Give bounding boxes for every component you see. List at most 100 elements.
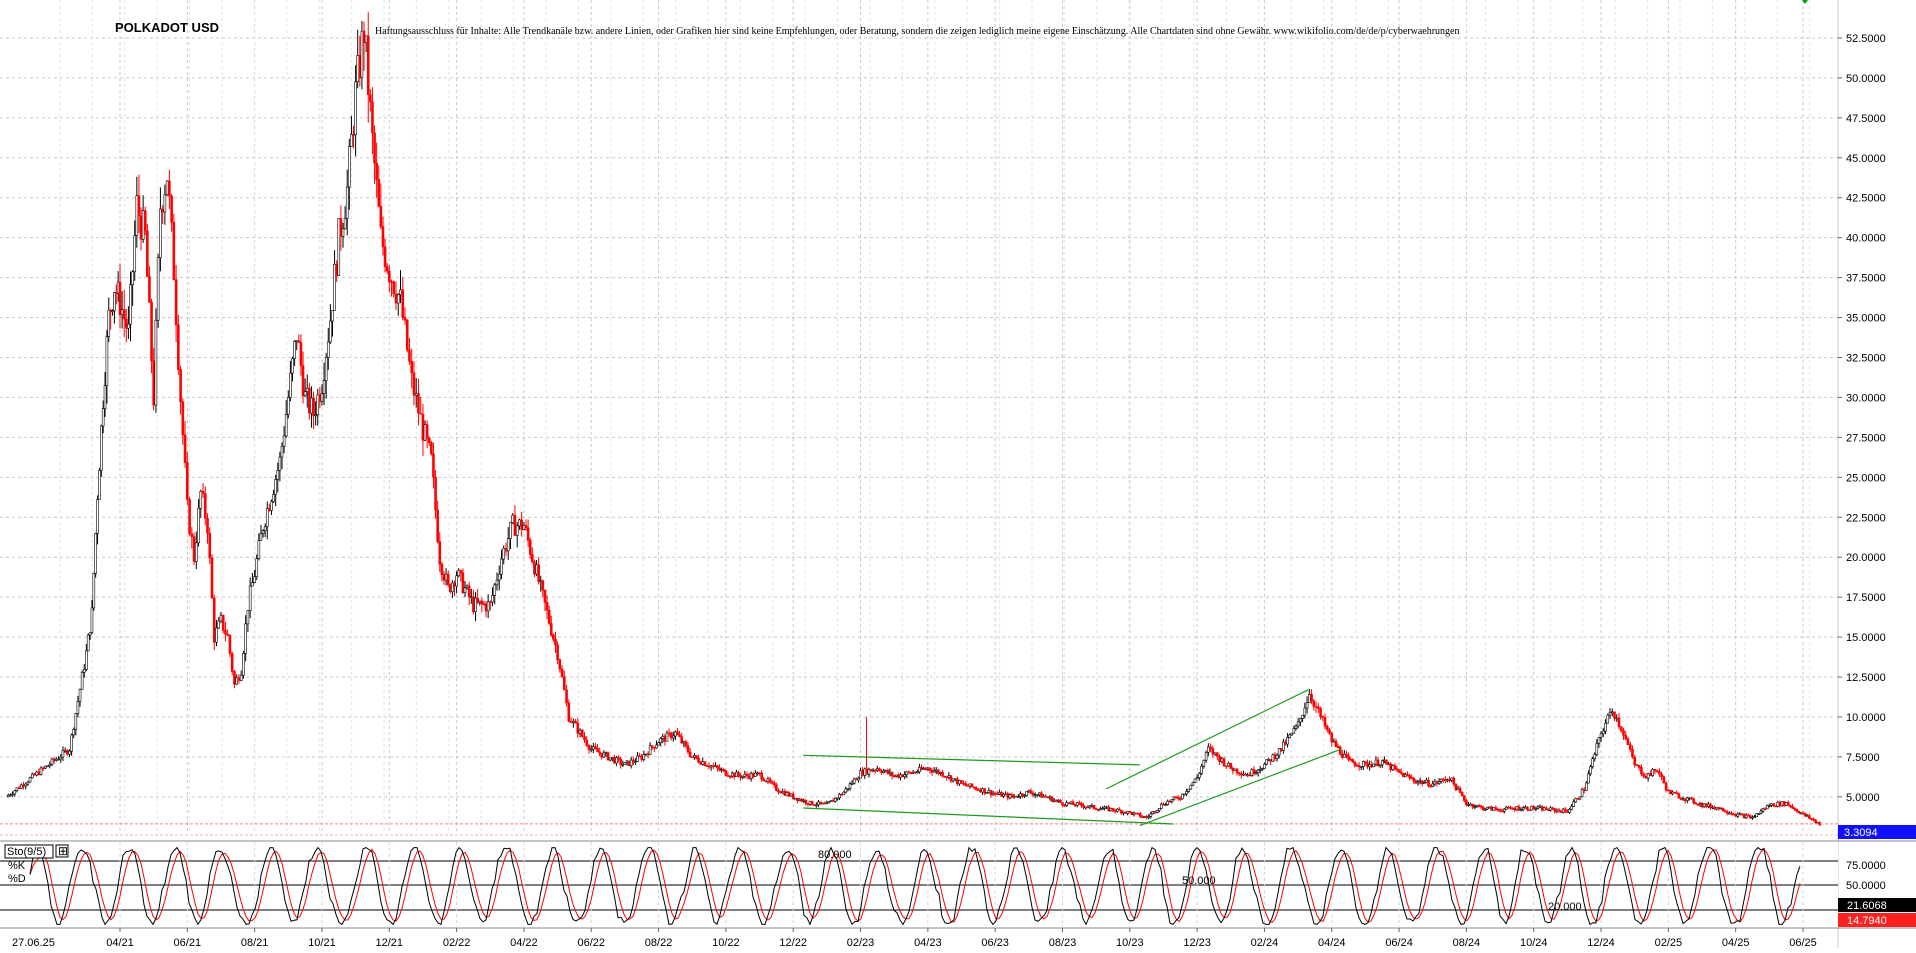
candle-body — [844, 788, 848, 793]
candle-body — [44, 765, 47, 769]
candle-body — [1427, 779, 1430, 787]
candle-body — [421, 413, 425, 441]
candle-body — [567, 702, 571, 722]
candle-body — [235, 677, 238, 685]
candle-body — [768, 778, 772, 783]
last-price-tag — [1838, 825, 1916, 839]
candle-body — [22, 784, 25, 787]
candle-body — [840, 793, 843, 796]
candle-body — [1385, 759, 1388, 765]
candle-body — [70, 734, 73, 752]
candle-body — [455, 575, 458, 587]
candle-body — [289, 372, 292, 398]
candle-body — [242, 653, 245, 676]
candle-body — [732, 772, 736, 778]
candle-body — [1021, 793, 1024, 796]
price-tick-label: 40.0000 — [1846, 233, 1886, 245]
candle-body — [1178, 798, 1182, 800]
candle-body — [547, 609, 551, 624]
indicator-expand-button[interactable] — [55, 844, 69, 858]
candle-body — [1109, 808, 1113, 812]
candle-body — [1168, 800, 1172, 803]
candle-body — [379, 205, 383, 227]
candle-body — [259, 533, 263, 541]
candle-body — [627, 760, 631, 766]
candle-body — [1258, 769, 1262, 771]
candle-body — [82, 669, 86, 673]
candle-body — [770, 781, 774, 784]
candle-body — [74, 713, 78, 730]
candle-body — [1519, 809, 1523, 811]
candle-body — [1054, 799, 1058, 802]
candle-body — [718, 767, 721, 771]
candle-body — [606, 752, 610, 761]
candle-body — [1526, 806, 1529, 811]
x-tick-label: 12/22 — [779, 937, 807, 948]
candle-body — [1667, 789, 1670, 792]
candle-body — [190, 533, 194, 538]
candle-body — [1321, 716, 1325, 718]
price-tick-label: 10.0000 — [1846, 712, 1886, 724]
stoch-tick-50: 50.0000 — [1846, 880, 1886, 892]
candle-body — [1679, 797, 1683, 800]
candle-body — [1380, 760, 1384, 766]
candle-body — [148, 276, 151, 303]
candle-body — [1229, 762, 1233, 769]
candle-body — [1509, 807, 1512, 809]
candle-body — [1031, 792, 1035, 796]
candle-body — [1126, 811, 1129, 814]
candle-body — [1094, 808, 1098, 810]
candle-body — [1235, 768, 1239, 774]
candle-body — [764, 780, 768, 783]
candle-body — [846, 788, 850, 790]
price-tick-label: 30.0000 — [1846, 392, 1886, 404]
level-20-annotation: 20.000 — [1548, 901, 1582, 913]
candle-body — [781, 790, 784, 794]
x-tick-label: 12/23 — [1183, 937, 1211, 948]
candle-body — [808, 800, 812, 805]
candle-body — [1265, 759, 1268, 765]
candle-body — [587, 745, 591, 750]
k-label: %K — [8, 860, 26, 872]
candle-body — [1490, 806, 1493, 811]
candle-body — [1786, 802, 1790, 806]
candle-body — [1312, 700, 1316, 707]
candle-body — [35, 771, 38, 776]
candle-body — [405, 319, 409, 351]
candle-body — [30, 773, 34, 778]
candle-body — [911, 771, 915, 774]
candle-body — [1591, 758, 1594, 767]
candle-body — [922, 768, 925, 770]
candle-body — [192, 536, 196, 562]
candle-body — [1267, 759, 1270, 761]
candle-body — [486, 601, 490, 612]
candle-body — [1465, 800, 1468, 806]
candle-body — [894, 774, 898, 777]
candle-body — [796, 797, 799, 801]
candle-body — [594, 746, 597, 749]
candle-body — [1540, 806, 1544, 811]
candle-body — [383, 246, 387, 268]
candle-body — [533, 561, 536, 575]
candle-body — [358, 55, 362, 79]
candle-body — [1580, 789, 1584, 798]
candle-body — [350, 134, 353, 147]
candle-body — [403, 317, 407, 321]
candle-body — [1707, 803, 1710, 807]
candle-body — [775, 784, 778, 791]
candle-body — [613, 757, 616, 764]
candle-body — [1479, 805, 1483, 808]
stochastic-grid — [119, 842, 1804, 927]
candle-body — [1063, 804, 1066, 807]
candle-body — [286, 397, 290, 415]
candle-body — [1042, 795, 1045, 798]
candle-body — [326, 341, 330, 358]
candle-body — [1566, 810, 1569, 813]
candle-body — [1008, 794, 1012, 799]
candle-body — [1608, 712, 1612, 716]
candle-body — [1633, 756, 1636, 766]
candle-body — [1347, 755, 1350, 760]
x-tick-label: 04/24 — [1318, 937, 1346, 948]
candle-body — [1292, 728, 1296, 734]
